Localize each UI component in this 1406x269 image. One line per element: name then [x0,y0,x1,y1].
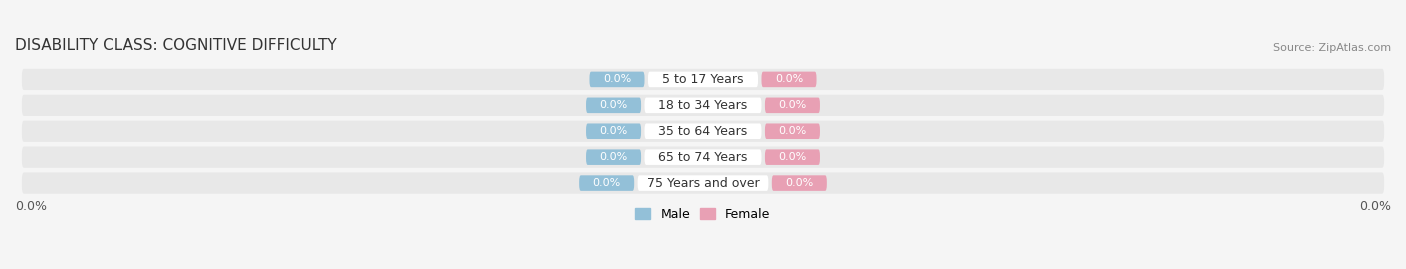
Text: 0.0%: 0.0% [15,200,46,213]
FancyBboxPatch shape [644,123,762,139]
Text: 35 to 64 Years: 35 to 64 Years [658,125,748,138]
Text: 75 Years and over: 75 Years and over [647,176,759,190]
FancyBboxPatch shape [22,172,1384,194]
FancyBboxPatch shape [22,69,1384,90]
Text: 0.0%: 0.0% [603,75,631,84]
FancyBboxPatch shape [586,123,641,139]
FancyBboxPatch shape [772,175,827,191]
Text: 0.0%: 0.0% [599,100,627,110]
FancyBboxPatch shape [22,121,1384,142]
FancyBboxPatch shape [638,175,768,191]
Text: 0.0%: 0.0% [779,152,807,162]
FancyBboxPatch shape [765,149,820,165]
Text: Source: ZipAtlas.com: Source: ZipAtlas.com [1272,43,1391,53]
FancyBboxPatch shape [586,98,641,113]
Text: 18 to 34 Years: 18 to 34 Years [658,99,748,112]
FancyBboxPatch shape [22,95,1384,116]
FancyBboxPatch shape [589,72,644,87]
Text: DISABILITY CLASS: COGNITIVE DIFFICULTY: DISABILITY CLASS: COGNITIVE DIFFICULTY [15,38,337,53]
FancyBboxPatch shape [765,123,820,139]
Text: 0.0%: 0.0% [599,152,627,162]
FancyBboxPatch shape [762,72,817,87]
FancyBboxPatch shape [644,149,762,165]
FancyBboxPatch shape [579,175,634,191]
Text: 0.0%: 0.0% [1360,200,1391,213]
Text: 65 to 74 Years: 65 to 74 Years [658,151,748,164]
FancyBboxPatch shape [22,147,1384,168]
Text: 0.0%: 0.0% [779,100,807,110]
FancyBboxPatch shape [586,149,641,165]
FancyBboxPatch shape [644,98,762,113]
FancyBboxPatch shape [765,98,820,113]
Text: 5 to 17 Years: 5 to 17 Years [662,73,744,86]
Legend: Male, Female: Male, Female [630,203,776,226]
Text: 0.0%: 0.0% [599,126,627,136]
FancyBboxPatch shape [648,72,758,87]
Text: 0.0%: 0.0% [592,178,621,188]
Text: 0.0%: 0.0% [779,126,807,136]
Text: 0.0%: 0.0% [775,75,803,84]
Text: 0.0%: 0.0% [785,178,814,188]
